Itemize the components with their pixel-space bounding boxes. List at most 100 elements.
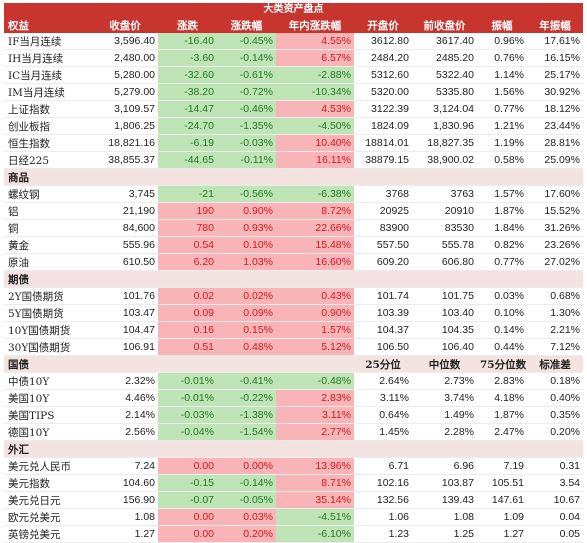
- table-row[interactable]: 日经225 38,855.37 -44.65 -0.11% 16.11% 38879.15…: [4, 151, 583, 169]
- change-pct-cell: -0.22%: [217, 389, 276, 407]
- table-row[interactable]: IF当月连续 3,596.40 -16.40 -0.45% 4.55% 3612.80 36…: [4, 33, 583, 50]
- row-name: 中债10Y: [4, 372, 92, 390]
- change-pct-cell: 0.03%: [217, 508, 276, 526]
- open-cell: 101.74: [354, 287, 412, 305]
- row-name: 2Y国债期货: [4, 287, 92, 305]
- ytd-cell: 1.57%: [276, 321, 354, 339]
- table-row[interactable]: 英镑兑美元 1.27 0.00 0.20% -6.10% 1.23 1.25 1.27 0.05: [4, 525, 583, 543]
- p75-cell: 1.87%: [477, 406, 527, 424]
- table-row[interactable]: IH当月连续 2,480.00 -3.60 -0.14% 6.57% 2484.20 248…: [4, 49, 583, 67]
- amp-cell: 1.84%: [477, 219, 527, 237]
- section-blank: [92, 270, 583, 288]
- open-cell: 3612.80: [354, 33, 412, 50]
- table-row[interactable]: 美国TIPS 2.14% -0.03% -1.38% 3.11% 0.64% 1.49% 1.…: [4, 406, 583, 424]
- change-pct-cell: 0.15%: [217, 321, 276, 339]
- table-row[interactable]: 上证指数 3,109.57 -14.47 -0.46% 4.53% 3122.39 3,12…: [4, 100, 583, 118]
- asset-table-panel: 大类资产盘点 权益 收盘价 涨跌 涨跌幅 年内涨跌幅 开盘价 前收盘价 振幅 年…: [4, 3, 583, 543]
- change-pct-cell: -0.11%: [217, 151, 276, 169]
- table-row[interactable]: 铝 21,190 190 0.90% 8.72% 20925 20910 1.87% 15.52…: [4, 202, 583, 220]
- row-name: 美元兑人民币: [4, 457, 92, 475]
- prev-cell: 106.40: [412, 338, 477, 356]
- aamp-cell: 17.60%: [527, 185, 583, 203]
- asset-table: 权益 收盘价 涨跌 涨跌幅 年内涨跌幅 开盘价 前收盘价 振幅 年振幅 IF当月…: [4, 17, 583, 543]
- prev-cell: 38,900.02: [412, 151, 477, 169]
- median-cell: 103.87: [412, 474, 477, 492]
- ytd-cell: 2.83%: [276, 389, 354, 407]
- section-label: 国债: [4, 355, 92, 373]
- change-pct-cell: -1.35%: [217, 117, 276, 135]
- change-cell: 0.02: [158, 287, 217, 305]
- change-pct-cell: 0.20%: [217, 525, 276, 543]
- change-cell: -0.01%: [158, 372, 217, 390]
- std-cell: 0.18%: [527, 372, 583, 390]
- amp-cell: 0.96%: [477, 33, 527, 50]
- section-label: 商品: [4, 168, 92, 186]
- aamp-cell: 28.81%: [527, 134, 583, 152]
- table-row[interactable]: 2Y国债期货 101.76 0.02 0.02% 0.43% 101.74 101.75 0.…: [4, 287, 583, 305]
- table-row[interactable]: 恒生指数 18,821.16 -6.19 -0.03% 10.40% 18814.01 18…: [4, 134, 583, 152]
- ytd-cell: -6.10%: [276, 525, 354, 543]
- row-name: 30Y国债期货: [4, 338, 92, 356]
- row-name: 10Y国债期货: [4, 321, 92, 339]
- col-price-header: 收盘价: [92, 17, 158, 33]
- aamp-cell: 23.44%: [527, 117, 583, 135]
- table-row[interactable]: 铜 84,600 780 0.93% 22.66% 83900 83530 1.84% 31.2…: [4, 219, 583, 237]
- table-row[interactable]: 10Y国债期货 104.47 0.16 0.15% 1.57% 104.37 104.35 0…: [4, 321, 583, 339]
- change-pct-cell: 0.93%: [217, 219, 276, 237]
- price-cell: 3,745: [92, 185, 158, 203]
- aamp-cell: 25.17%: [527, 66, 583, 84]
- ytd-cell: 16.60%: [276, 253, 354, 271]
- table-row[interactable]: IC当月连续 5,280.00 -32.60 -0.61% -2.88% 5312.60 5…: [4, 66, 583, 84]
- aamp-cell: 31.26%: [527, 219, 583, 237]
- change-pct-cell: 0.02%: [217, 287, 276, 305]
- table-row[interactable]: 德国10Y 2.56% -0.04% -1.54% 2.77% 1.45% 2.28% 2.4…: [4, 423, 583, 441]
- open-cell: 20925: [354, 202, 412, 220]
- row-name: 5Y国债期货: [4, 304, 92, 322]
- col-change-header: 涨跌: [158, 17, 217, 33]
- prev-cell: 83530: [412, 219, 477, 237]
- table-row[interactable]: 30Y国债期货 106.91 0.51 0.48% 5.12% 106.50 106.40 0…: [4, 338, 583, 356]
- price-cell: 1,806.25: [92, 117, 158, 135]
- amp-cell: 0.03%: [477, 287, 527, 305]
- table-row[interactable]: 美国10Y 4.46% -0.01% -0.22% 2.83% 3.11% 3.74% 4.1…: [4, 389, 583, 407]
- change-pct-cell: -0.14%: [217, 474, 276, 492]
- table-row[interactable]: 创业板指 1,806.25 -24.70 -1.35% -4.50% 1824.09 1,8…: [4, 117, 583, 135]
- table-row[interactable]: 美元指数 104.60 -0.15 -0.14% 8.71% 102.16 103.87 10…: [4, 474, 583, 492]
- table-row[interactable]: IM当月连续 5,279.00 -38.20 -0.72% -10.34% 5320.00…: [4, 83, 583, 101]
- ytd-cell: -4.51%: [276, 508, 354, 526]
- amp-cell: 0.10%: [477, 304, 527, 322]
- row-name: 原油: [4, 253, 92, 271]
- table-row[interactable]: 美元兑人民币 7.24 0.00 0.00% 13.96% 6.71 6.96 7.19 0.3…: [4, 457, 583, 475]
- prev-cell: 5322.40: [412, 66, 477, 84]
- table-row[interactable]: 中债10Y 2.32% -0.01% -0.41% -0.48% 2.64% 2.73% 2.…: [4, 372, 583, 390]
- change-pct-cell: -0.61%: [217, 66, 276, 84]
- section-blank: [92, 168, 583, 186]
- price-cell: 101.76: [92, 287, 158, 305]
- row-name: 创业板指: [4, 117, 92, 135]
- change-cell: -0.07: [158, 491, 217, 509]
- p75-cell: 1.27: [477, 525, 527, 543]
- table-row[interactable]: 黄金 555.96 0.54 0.10% 15.48% 557.50 555.78 0.82%…: [4, 236, 583, 254]
- std-cell: 0.05: [527, 525, 583, 543]
- row-name: 恒生指数: [4, 134, 92, 152]
- open-cell: 1824.09: [354, 117, 412, 135]
- change-cell: -3.60: [158, 49, 217, 67]
- table-row[interactable]: 欧元兑美元 1.08 0.00 0.03% -4.51% 1.06 1.08 1.09 0.04: [4, 508, 583, 526]
- row-name: IM当月连续: [4, 83, 92, 101]
- ytd-cell: 16.11%: [276, 151, 354, 169]
- prev-cell: 101.75: [412, 287, 477, 305]
- change-pct-cell: 0.00%: [217, 457, 276, 475]
- prev-cell: 3,124.04: [412, 100, 477, 118]
- table-row[interactable]: 美元兑日元 156.90 -0.07 -0.05% 35.14% 132.56 139.43…: [4, 491, 583, 509]
- aamp-cell: 25.09%: [527, 151, 583, 169]
- aamp-cell: 30.92%: [527, 83, 583, 101]
- table-row[interactable]: 螺纹钢 3,745 -21 -0.56% -6.38% 3768 3763 1.57% 17.6…: [4, 185, 583, 203]
- prev-cell: 1,830.96: [412, 117, 477, 135]
- amp-cell: 1.56%: [477, 83, 527, 101]
- ytd-cell: 0.90%: [276, 304, 354, 322]
- col-median-header: 中位数: [412, 355, 477, 373]
- row-name: 美国10Y: [4, 389, 92, 407]
- table-row[interactable]: 5Y国债期货 103.47 0.09 0.09% 0.90% 103.39 103.40 0.…: [4, 304, 583, 322]
- change-cell: -0.01%: [158, 389, 217, 407]
- table-row[interactable]: 原油 610.50 6.20 1.03% 16.60% 609.20 606.80 0.77%…: [4, 253, 583, 271]
